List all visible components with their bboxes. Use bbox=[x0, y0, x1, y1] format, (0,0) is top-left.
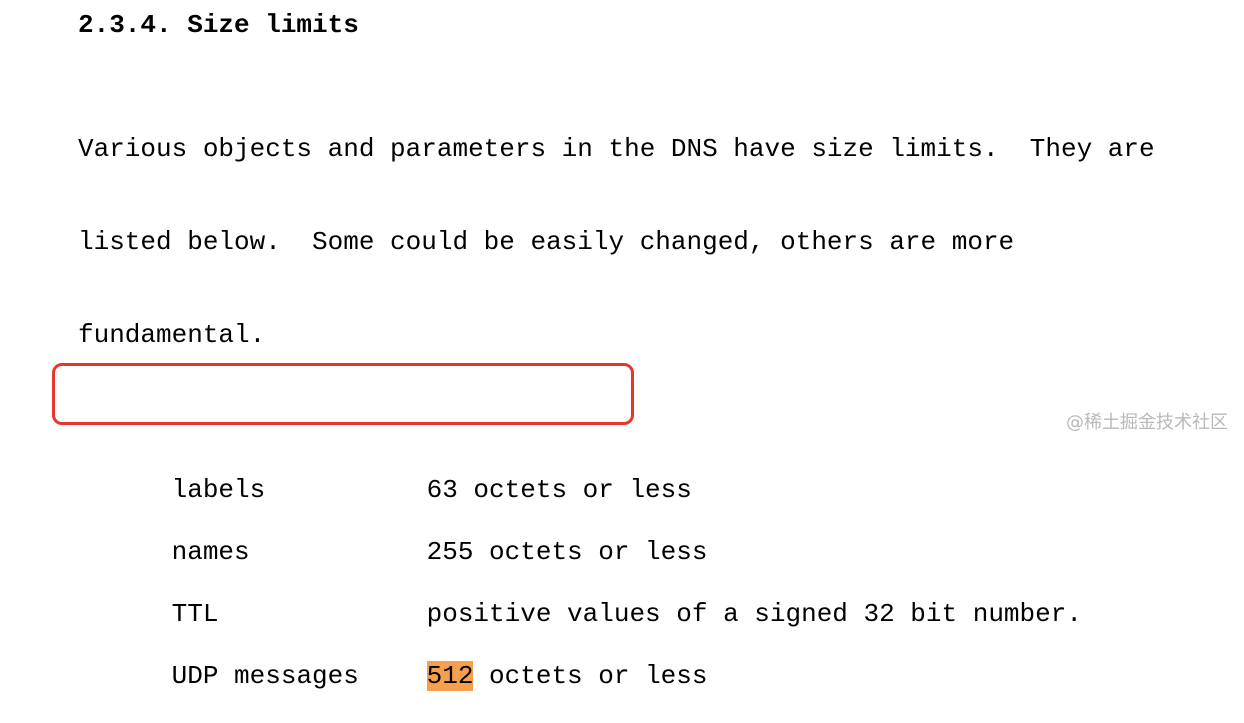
intro-line: listed below. Some could be easily chang… bbox=[78, 227, 1015, 257]
limit-row-udp-messages: UDP messages 512 octets or less bbox=[78, 630, 1218, 691]
size-limits-list: labels 63 octets or less names 255 octets … bbox=[78, 444, 1218, 691]
document-body: 2.3.4. Size limits Various objects and p… bbox=[78, 10, 1218, 692]
limit-name: TTL bbox=[171, 599, 219, 629]
limit-value: 255 octets or less bbox=[426, 537, 708, 567]
limit-row-labels: labels 63 octets or less bbox=[78, 444, 1218, 505]
highlighted-value: 512 bbox=[426, 661, 474, 691]
intro-line: fundamental. bbox=[78, 320, 266, 350]
limit-name: names bbox=[171, 537, 250, 567]
limit-value-rest: octets or less bbox=[473, 661, 708, 691]
watermark: @稀土掘金技术社区 bbox=[1066, 412, 1228, 433]
limit-name: labels bbox=[171, 475, 266, 505]
intro-paragraph: Various objects and parameters in the DN… bbox=[78, 72, 1218, 413]
limit-value: 512 octets or less bbox=[426, 661, 708, 691]
intro-line: Various objects and parameters in the DN… bbox=[78, 134, 1155, 164]
highlight-box bbox=[52, 363, 634, 425]
section-heading: 2.3.4. Size limits bbox=[78, 10, 359, 40]
limit-name: UDP messages bbox=[171, 661, 359, 691]
limit-row-names: names 255 octets or less bbox=[78, 506, 1218, 567]
limit-row-ttl: TTL positive values of a signed 32 bit nu… bbox=[78, 568, 1218, 629]
limit-value: positive values of a signed 32 bit numbe… bbox=[426, 599, 1082, 629]
limit-value: 63 octets or less bbox=[426, 475, 692, 505]
